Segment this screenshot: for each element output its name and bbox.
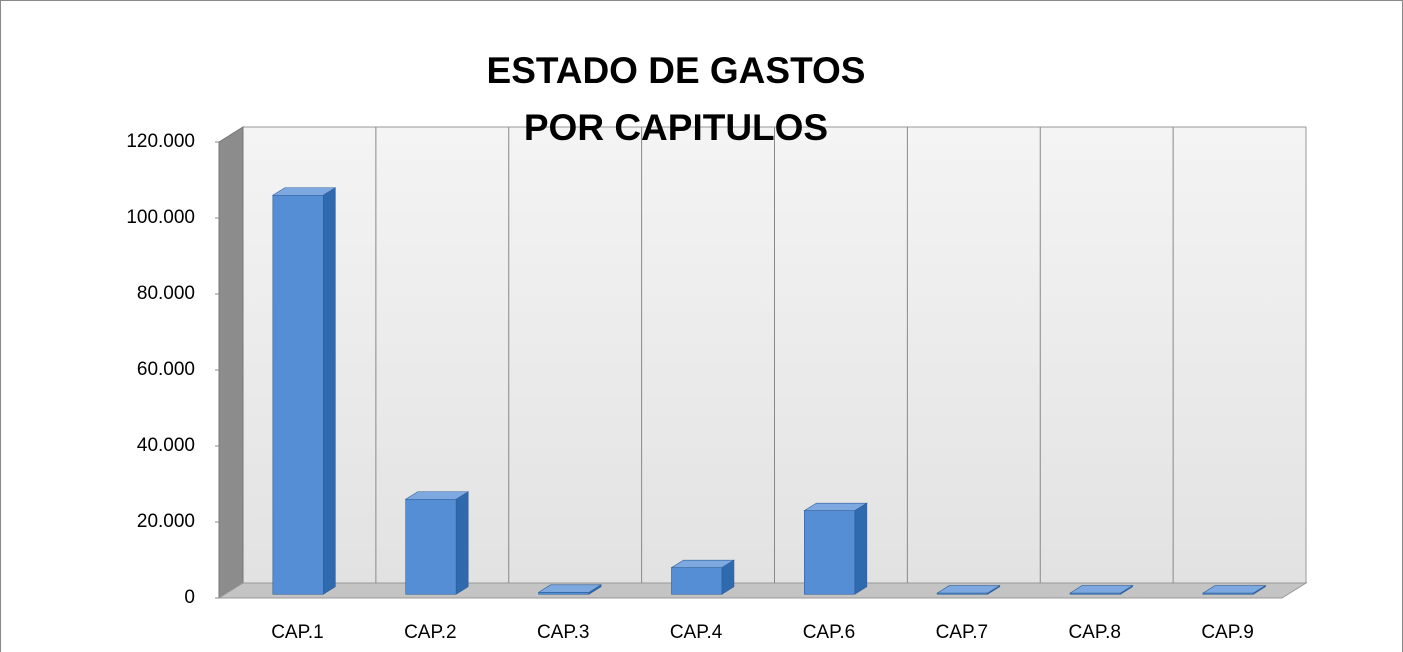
y-tick-label: 80.000 [137, 283, 195, 304]
x-tick-label: CAP.6 [803, 622, 855, 643]
bar [936, 585, 1001, 595]
bar-side [1253, 585, 1266, 595]
bar [670, 559, 735, 595]
bar [803, 502, 868, 595]
x-tick-label: CAP.3 [537, 622, 589, 643]
y-tick-label: 40.000 [137, 435, 195, 456]
bar [537, 584, 603, 595]
bar [1069, 585, 1134, 595]
x-tick-label: CAP.4 [670, 622, 723, 643]
x-tick-label: CAP.8 [1068, 622, 1120, 643]
y-tick-label: 20.000 [137, 511, 195, 532]
bar [404, 491, 470, 595]
bar-side [854, 502, 868, 595]
x-tick-label: CAP.2 [404, 622, 456, 643]
bar [271, 187, 337, 595]
y-tick-label: 0 [184, 587, 195, 608]
bar-side [1120, 585, 1133, 595]
x-tick-label: CAP.7 [936, 622, 988, 643]
bar-side [721, 559, 735, 595]
x-tick-label: CAP.1 [271, 622, 323, 643]
bar-side [987, 585, 1001, 595]
bar [1201, 585, 1267, 595]
y-tick-label: 100.000 [126, 207, 195, 228]
y-tick-label: 120.000 [126, 131, 195, 152]
x-tick-label: CAP.9 [1201, 622, 1253, 643]
side-wall [218, 126, 244, 599]
bar-side [455, 491, 469, 595]
chart-title: ESTADO DE GASTOS [487, 50, 866, 91]
bar-front [272, 194, 324, 595]
bar-front [671, 567, 723, 595]
chart-title: POR CAPITULOS [524, 107, 828, 148]
bar-side [323, 187, 336, 595]
bar-front [804, 510, 856, 595]
bar-side [588, 584, 602, 595]
floor [217, 582, 1308, 599]
bar-front [405, 498, 457, 595]
y-tick-label: 60.000 [137, 359, 195, 380]
plot-area [217, 126, 1308, 599]
